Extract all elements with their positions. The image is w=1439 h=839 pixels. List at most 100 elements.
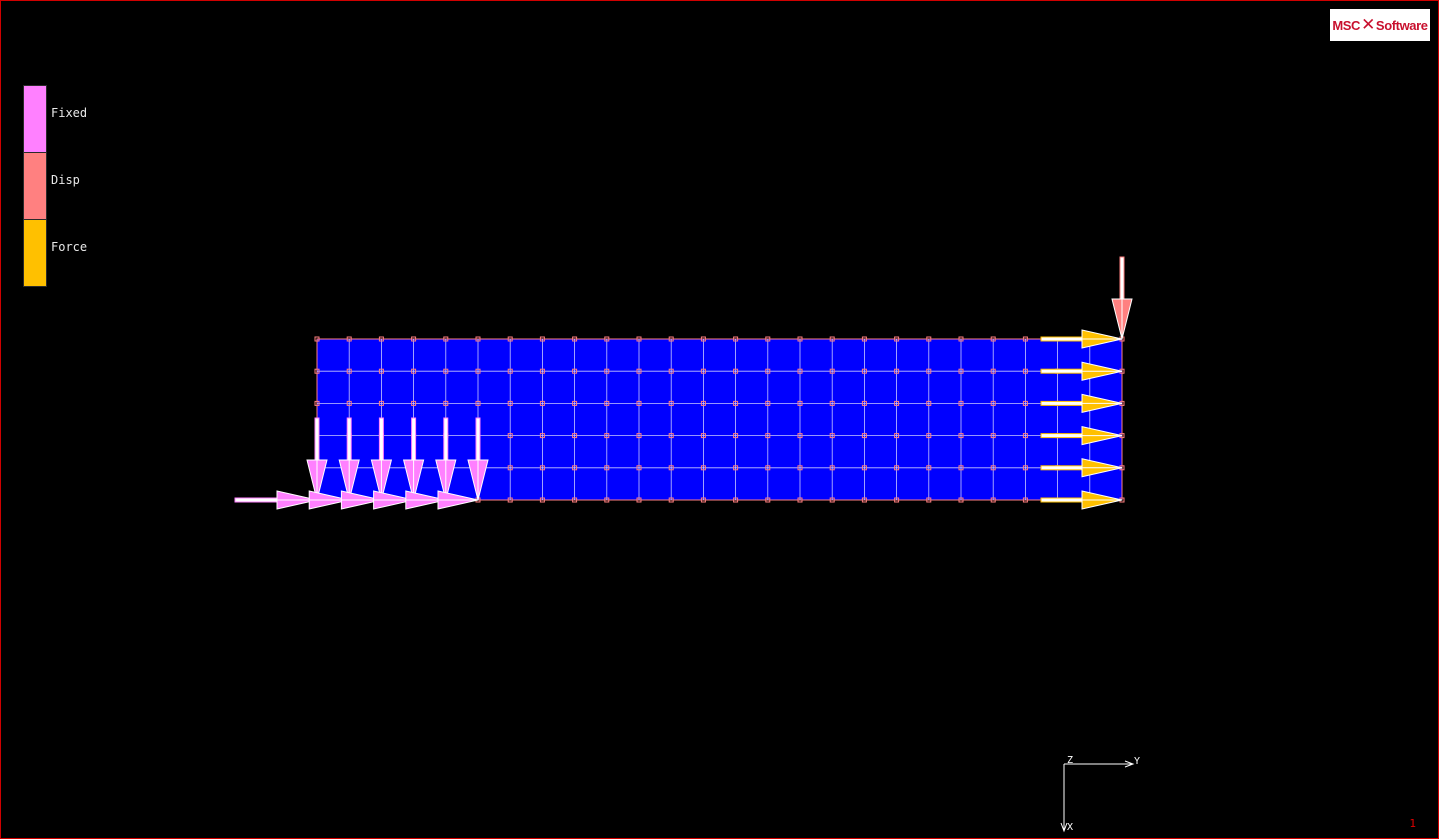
mesh-node xyxy=(765,433,771,439)
mesh-node xyxy=(797,497,803,503)
arrow-shaft xyxy=(1040,336,1083,342)
mesh-node xyxy=(604,336,610,342)
mesh-node xyxy=(443,336,449,342)
arrow-shaft xyxy=(411,417,417,461)
arrow-shaft xyxy=(378,417,384,461)
mesh-node xyxy=(539,400,545,406)
arrow-shaft xyxy=(1040,400,1083,406)
legend-label-disp: Disp xyxy=(51,173,80,187)
mesh-node xyxy=(668,336,674,342)
mesh-node xyxy=(668,433,674,439)
mesh-node xyxy=(700,433,706,439)
legend-swatch-force xyxy=(23,219,47,287)
mesh-node xyxy=(636,433,642,439)
logo-text-right: Software xyxy=(1375,17,1428,33)
mesh-node xyxy=(765,336,771,342)
mesh-node xyxy=(572,497,578,503)
mesh-node xyxy=(346,368,352,374)
fixed-arrow-vertical xyxy=(338,417,360,501)
mesh-node xyxy=(668,465,674,471)
mesh-node xyxy=(926,400,932,406)
arrow-shaft xyxy=(443,417,449,461)
mesh-node xyxy=(443,368,449,374)
mesh-node xyxy=(894,368,900,374)
x-axis-label: X xyxy=(1067,822,1073,833)
mesh-node xyxy=(604,465,610,471)
arrow-shaft xyxy=(346,417,352,461)
mesh-node xyxy=(797,465,803,471)
mesh-node xyxy=(700,497,706,503)
mesh-node xyxy=(990,336,996,342)
mesh-node xyxy=(507,465,513,471)
mesh-node xyxy=(797,336,803,342)
mesh-node xyxy=(475,368,481,374)
mesh-node xyxy=(958,465,964,471)
fe-mesh[interactable] xyxy=(314,336,1125,503)
mesh-node xyxy=(829,433,835,439)
mesh-node xyxy=(733,465,739,471)
mesh-node xyxy=(958,433,964,439)
force-arrow xyxy=(1040,490,1123,510)
mesh-node xyxy=(507,336,513,342)
mesh-node xyxy=(636,465,642,471)
mesh-node xyxy=(636,400,642,406)
mesh-node xyxy=(894,336,900,342)
mesh-node xyxy=(829,336,835,342)
force-arrow xyxy=(1040,329,1123,349)
mesh-node xyxy=(314,400,320,406)
mesh-node xyxy=(604,400,610,406)
mesh-node xyxy=(636,368,642,374)
mesh-node xyxy=(475,336,481,342)
mesh-node xyxy=(829,368,835,374)
mesh-node xyxy=(507,433,513,439)
arrow-shaft xyxy=(234,497,278,503)
mesh-node xyxy=(733,400,739,406)
mesh-node xyxy=(475,400,481,406)
mesh-node xyxy=(507,400,513,406)
mesh-node xyxy=(861,400,867,406)
mesh-node xyxy=(926,368,932,374)
mesh-node xyxy=(668,368,674,374)
mesh-node xyxy=(829,497,835,503)
mesh-node xyxy=(958,336,964,342)
mesh-node xyxy=(1022,368,1028,374)
mesh-node xyxy=(700,465,706,471)
mesh-node xyxy=(636,497,642,503)
mesh-node xyxy=(668,497,674,503)
z-axis-label: Z xyxy=(1067,755,1073,766)
mesh-node xyxy=(1022,433,1028,439)
mesh-node xyxy=(443,400,449,406)
mesh-node xyxy=(572,433,578,439)
mesh-node xyxy=(572,465,578,471)
mesh-node xyxy=(861,497,867,503)
mesh-node xyxy=(539,433,545,439)
mesh-node xyxy=(604,433,610,439)
mesh-node xyxy=(990,433,996,439)
force-arrow xyxy=(1040,393,1123,414)
mesh-node xyxy=(765,465,771,471)
arrow-shaft xyxy=(1119,256,1125,300)
mesh-node xyxy=(604,368,610,374)
legend-label-force: Force xyxy=(51,240,88,254)
mesh-node xyxy=(861,336,867,342)
mesh-node xyxy=(733,368,739,374)
mesh-node xyxy=(829,465,835,471)
mesh-node xyxy=(894,400,900,406)
mesh-node xyxy=(539,336,545,342)
arrow-shaft xyxy=(1040,465,1083,471)
mesh-node xyxy=(797,368,803,374)
msc-software-logo: MSC ✕ Software xyxy=(1330,9,1430,41)
mesh-node xyxy=(861,465,867,471)
arrow-shaft xyxy=(314,417,320,461)
mesh-node xyxy=(411,400,417,406)
mesh-node xyxy=(797,433,803,439)
fixed-arrow-horizontal xyxy=(437,490,479,510)
mesh-node xyxy=(926,336,932,342)
mesh-node xyxy=(958,497,964,503)
mesh-node xyxy=(572,368,578,374)
mesh-body xyxy=(316,338,1123,501)
mesh-node xyxy=(1022,497,1028,503)
mesh-node xyxy=(700,400,706,406)
